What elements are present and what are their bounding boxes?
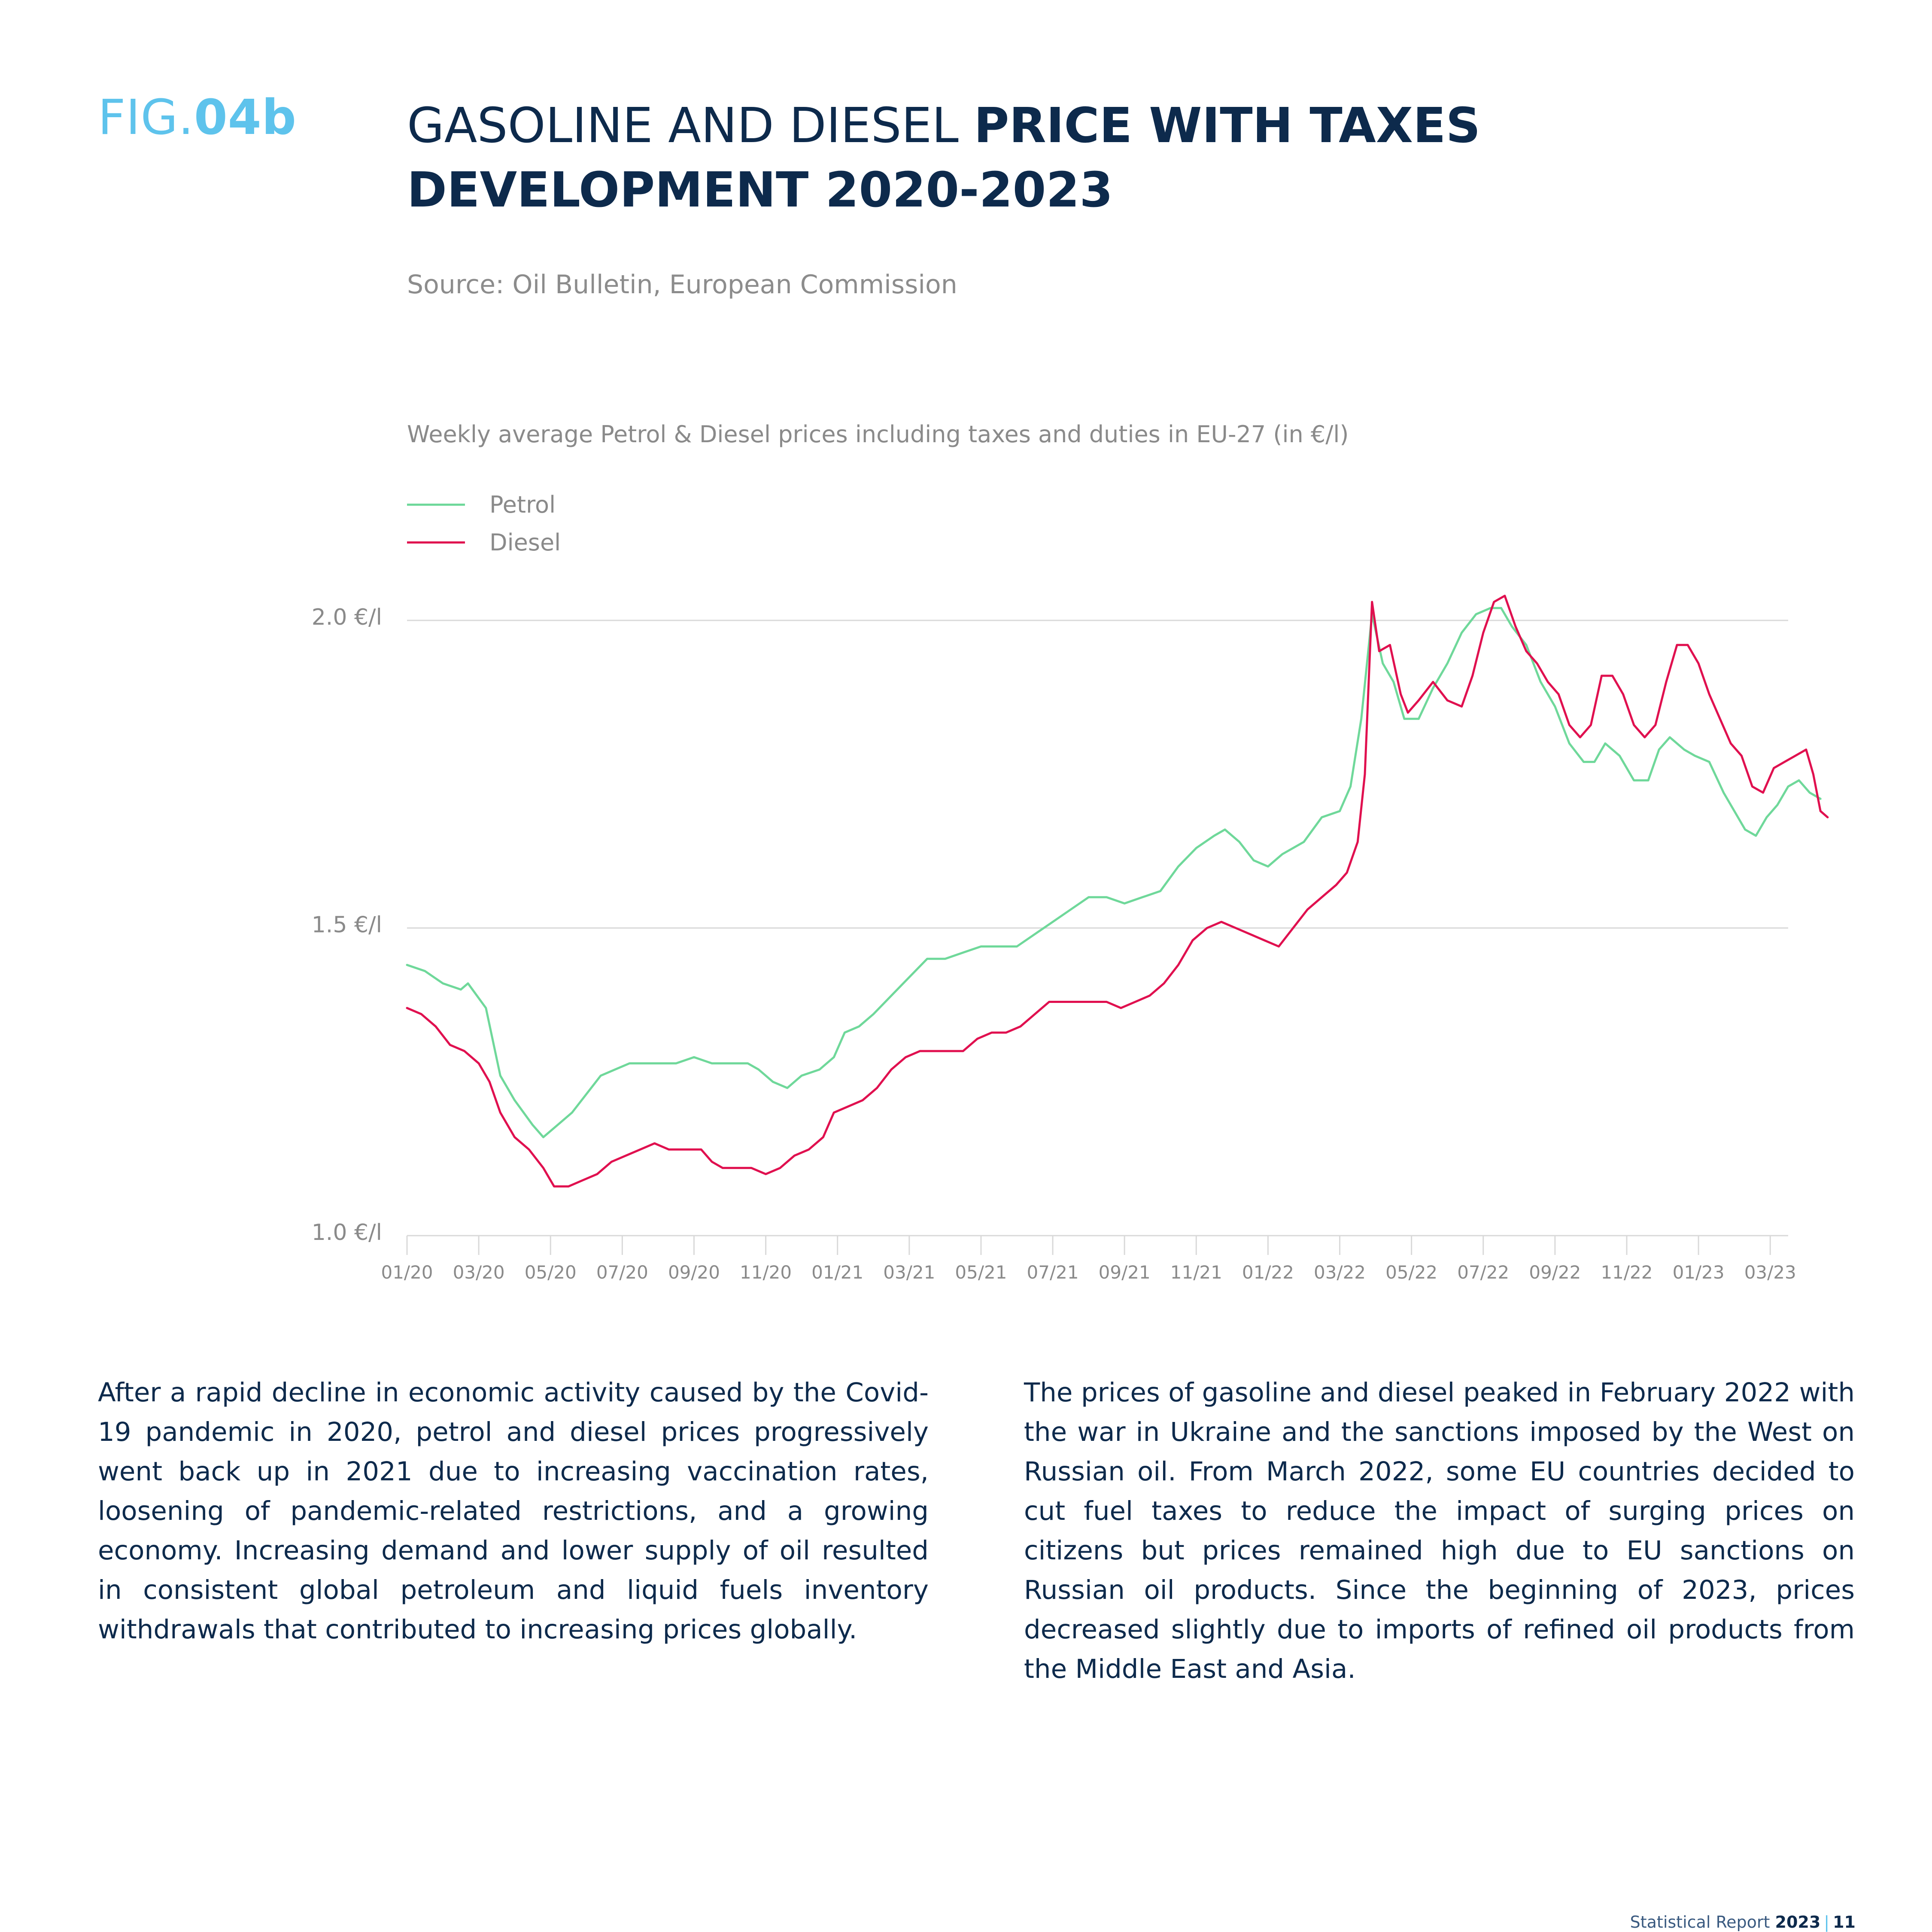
x-tick-label: 11/21 xyxy=(1170,1262,1222,1283)
chart-title: Weekly average Petrol & Diesel prices in… xyxy=(407,421,1349,448)
figure-label: FIG.04b xyxy=(98,94,297,142)
x-tick-label: 01/20 xyxy=(381,1262,433,1283)
x-tick-label: 09/21 xyxy=(1099,1262,1151,1283)
footer-text: Statistical Report xyxy=(1630,1913,1770,1932)
page-footer: Statistical Report 2023 | 11 xyxy=(1630,1913,1856,1932)
title-bold-1: PRICE WITH TAXES xyxy=(974,98,1481,154)
body-text-left: After a rapid decline in economic activi… xyxy=(98,1377,929,1645)
y-tick-label: 1.5 €/l xyxy=(312,912,382,938)
title-bold-2: DEVELOPMENT 2020-2023 xyxy=(407,162,1113,218)
page-title: GASOLINE AND DIESEL PRICE WITH TAXES DEV… xyxy=(407,94,1523,222)
x-tick-label: 07/21 xyxy=(1027,1262,1079,1283)
x-tick-label: 03/21 xyxy=(883,1262,935,1283)
footer-separator: | xyxy=(1824,1913,1830,1932)
x-tick-label: 03/22 xyxy=(1314,1262,1366,1283)
x-tick-label: 05/21 xyxy=(955,1262,1007,1283)
x-tick-label: 05/20 xyxy=(525,1262,577,1283)
figure-prefix: FIG. xyxy=(98,90,194,146)
y-tick-label: 2.0 €/l xyxy=(312,605,382,630)
footer-year: 2023 xyxy=(1775,1913,1821,1932)
figure-number: 04b xyxy=(194,90,297,146)
x-tick-label: 11/20 xyxy=(740,1262,792,1283)
legend-petrol: Petrol xyxy=(407,491,556,518)
page-number: 11 xyxy=(1833,1913,1856,1932)
line-chart: 1.0 €/l 1.5 €/l 2.0 €/l 01/20 03/20 05/20 07/2… xyxy=(312,595,1829,1283)
series-line-diesel xyxy=(406,595,1829,1188)
x-tick-label: 09/22 xyxy=(1529,1262,1581,1283)
x-tick-label: 05/22 xyxy=(1385,1262,1437,1283)
x-tick-label: 03/23 xyxy=(1744,1262,1796,1283)
source-note: Source: Oil Bulletin, European Commissio… xyxy=(407,270,957,300)
legend-petrol-label: Petrol xyxy=(489,491,556,518)
x-tick-label: 07/20 xyxy=(596,1262,648,1283)
legend-diesel-swatch xyxy=(407,541,465,544)
legend-diesel-label: Diesel xyxy=(489,529,561,556)
x-tick-label: 07/22 xyxy=(1457,1262,1509,1283)
x-tick-label: 01/21 xyxy=(811,1262,863,1283)
x-tick-label: 03/20 xyxy=(453,1262,505,1283)
legend-diesel: Diesel xyxy=(407,529,561,556)
y-tick-label: 1.0 €/l xyxy=(312,1220,382,1245)
x-tick-label: 01/23 xyxy=(1673,1262,1725,1283)
x-tick-label: 11/22 xyxy=(1601,1262,1653,1283)
body-text-right: The prices of gasoline and diesel peaked… xyxy=(1024,1377,1855,1684)
title-light: GASOLINE AND DIESEL xyxy=(407,98,974,154)
legend-petrol-swatch xyxy=(407,503,465,506)
x-tick-label: 09/20 xyxy=(668,1262,720,1283)
series-line-petrol xyxy=(406,607,1822,1139)
x-tick-label: 01/22 xyxy=(1242,1262,1294,1283)
